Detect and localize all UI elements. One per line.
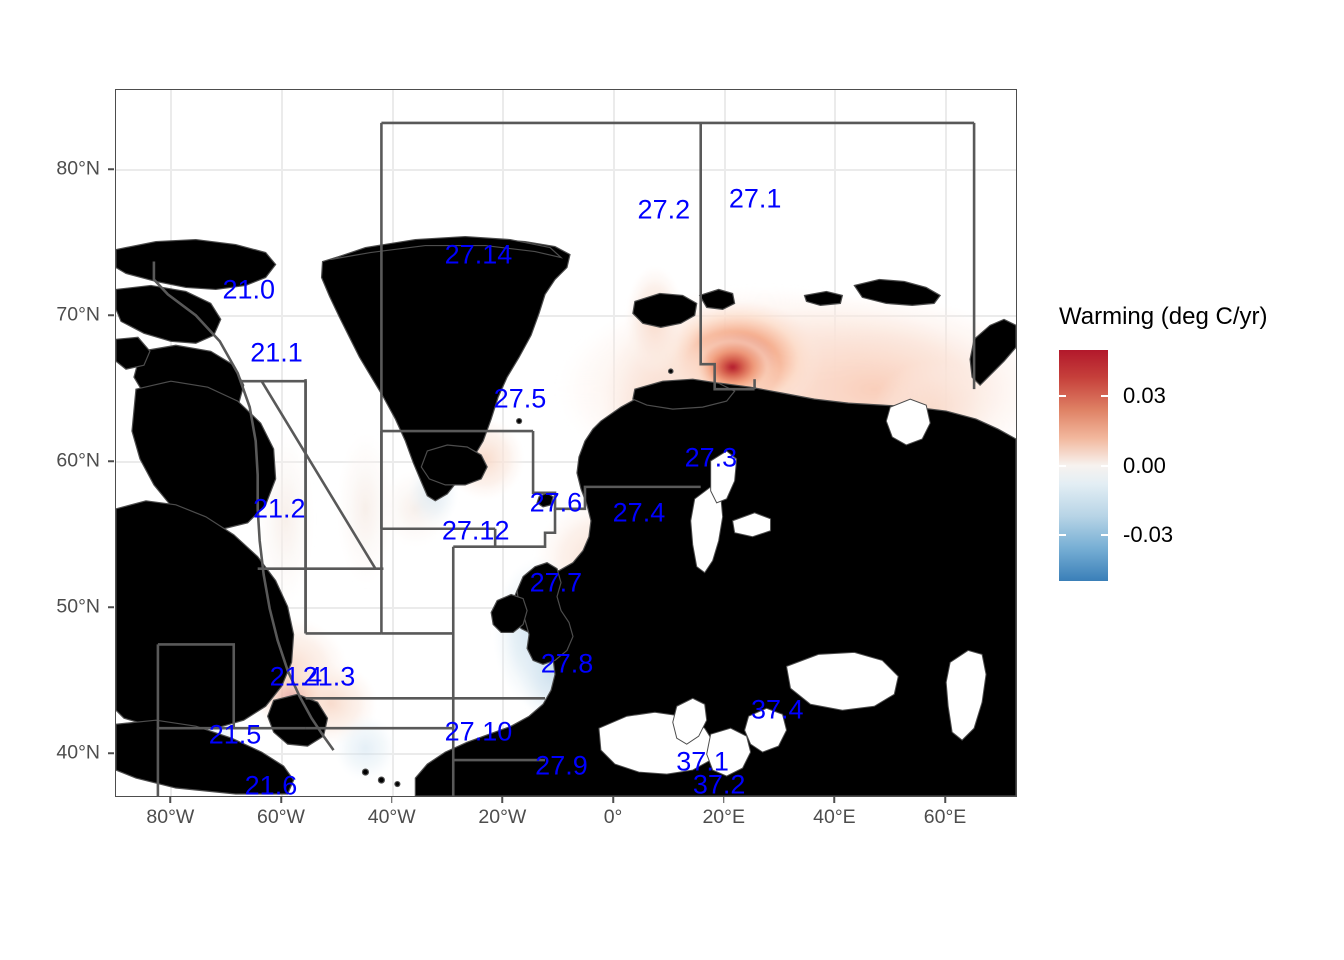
map-panel: 21.0 21.1 21.2 21.3 21.4 21.5 21.6 27.1 27.2 27.3… [115,89,1017,797]
legend-colorbar [1059,350,1108,581]
legend-tick-mark [1059,395,1066,398]
y-axis-tick-label: 50°N [56,595,100,618]
y-axis-tick-mark [108,460,114,462]
region-label-27-1: 27.1 [728,183,782,214]
region-label-27-7: 27.7 [529,567,583,598]
legend-title: Warming (deg C/yr) [1059,303,1268,330]
legend-tick-mark [1101,533,1108,536]
y-axis-tick-mark [108,168,114,171]
y-axis-tick-mark [108,752,114,754]
legend-tick-label: -0.03 [1123,521,1174,547]
region-label-27-14: 27.14 [444,239,513,270]
gridline-vertical [391,90,394,796]
x-axis-tick-label: 80°W [146,806,195,828]
y-axis-tick-mark [108,314,114,317]
region-label-27-10: 27.10 [444,716,513,747]
y-axis-tick-label: 60°N [56,449,100,472]
x-axis-tick-label: 60°E [923,806,967,828]
legend-tick-mark [1101,464,1108,467]
legend-tick-mark [1101,395,1108,398]
legend-tick-mark [1059,533,1066,536]
region-label-21-0: 21.0 [222,274,276,305]
landmass-layer [116,90,1016,796]
legend-tick-mark [1059,464,1066,467]
x-axis-tick-mark [390,797,393,803]
x-axis-tick-label: 20°E [702,806,745,828]
x-axis-tick-mark [722,797,725,803]
region-label-21-2: 21.2 [252,493,306,524]
x-axis-tick-label: 20°W [478,806,527,828]
region-label-27-4: 27.4 [612,497,666,528]
region-label-27-9: 27.9 [535,750,588,781]
region-label-27-5: 27.5 [493,383,547,414]
region-label-27-8: 27.8 [540,648,594,679]
region-label-21-4: 21.4 [269,661,323,692]
y-axis-tick-label: 70°N [56,303,100,326]
y-axis-tick-label: 80°N [56,157,100,180]
region-label-21-5: 21.5 [208,719,262,750]
x-axis-tick-mark [944,797,946,803]
region-label-27-6: 27.6 [529,487,583,518]
region-label-37-4: 37.4 [751,694,804,725]
landmass-svg [116,235,1016,796]
y-axis-tick-mark [108,606,114,608]
region-label-21-1: 21.1 [250,337,303,368]
y-axis-tick-label: 40°N [56,741,100,764]
x-axis-tick-label: 40°E [813,806,856,828]
ices-boundary-svg [152,121,976,796]
x-axis-tick-mark [280,797,282,803]
legend-tick-label: 0.00 [1123,452,1166,478]
x-axis-tick-mark [501,797,504,803]
region-label-27-12: 27.12 [441,515,510,546]
region-label-27-3: 27.3 [684,442,738,473]
legend-tick-label: 0.03 [1123,383,1166,409]
ices-boundary-layer [116,90,1016,796]
x-axis-tick-label: 40°W [367,806,416,828]
x-axis-tick-mark [612,797,614,803]
gridline-horizontal [116,315,1016,318]
legend-colorbar-svg [1059,350,1108,581]
x-axis-tick-label: 60°W [257,806,305,828]
region-label-37-2: 37.2 [692,769,746,796]
region-label-27-2: 27.2 [637,194,691,225]
map-panel-inner: 21.0 21.1 21.2 21.3 21.4 21.5 21.6 27.1 27.2 27.3… [116,90,1016,796]
region-label-37-1: 37.1 [676,746,729,776]
x-axis-tick-mark [833,797,836,803]
gridline-horizontal [116,461,1016,464]
region-label-21-3: 21.3 [302,661,356,692]
gridline-horizontal [116,169,1016,172]
x-axis-tick-label: 0° [603,806,623,828]
x-axis-tick-mark [169,797,172,803]
region-label-21-6: 21.6 [244,770,298,796]
